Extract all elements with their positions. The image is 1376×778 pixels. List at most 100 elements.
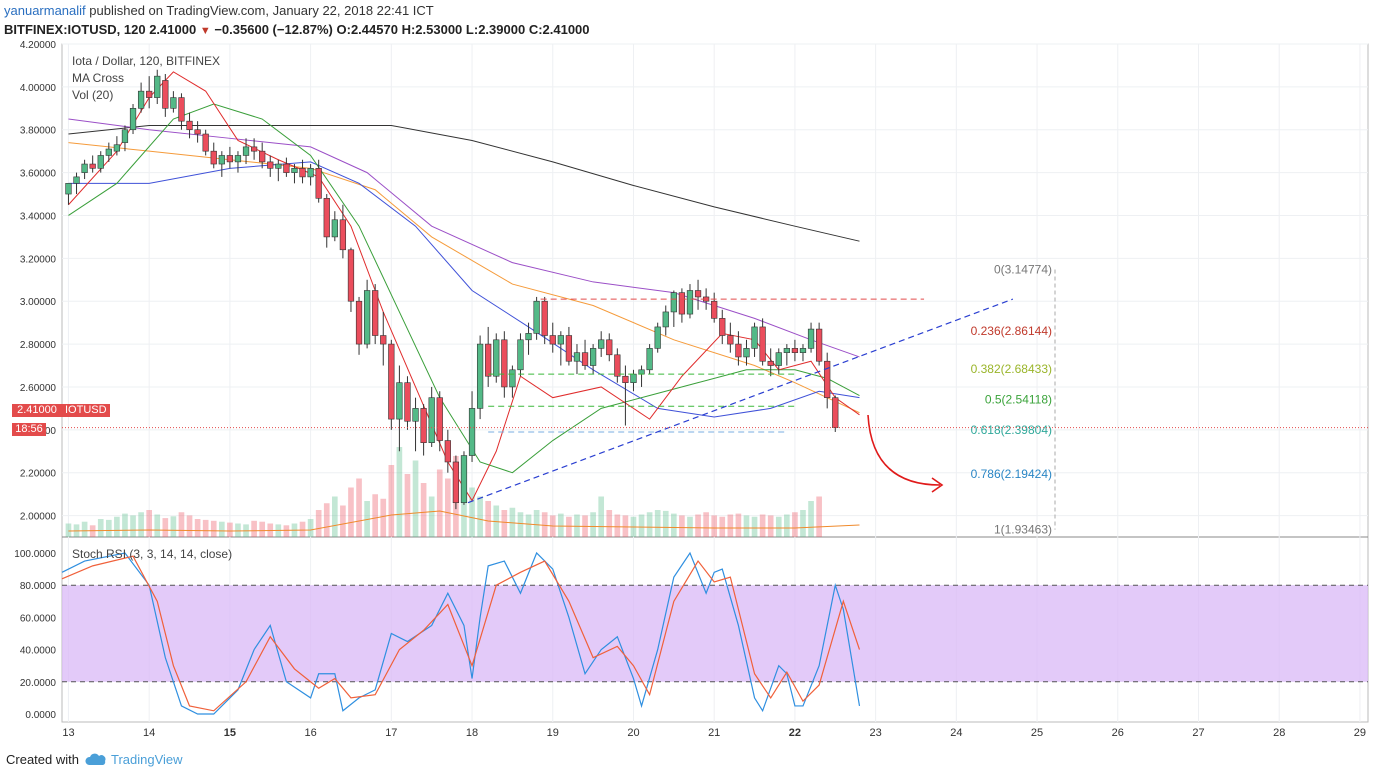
volume-bar xyxy=(461,474,467,537)
candle-body xyxy=(476,343,484,409)
chart-canvas[interactable]: 13 14 15 16 17 18 19 20 21 22 23 24 25 26 27 28 29 4.2000… xyxy=(0,0,1376,745)
candle-body xyxy=(485,343,492,377)
volume-bar xyxy=(404,474,411,537)
volume-bar xyxy=(380,498,387,537)
projection-arrow xyxy=(867,414,941,486)
candle-body xyxy=(428,397,435,443)
volume-bar xyxy=(210,520,217,537)
volume-bar xyxy=(162,518,169,537)
candle-body xyxy=(662,311,669,328)
candle-body xyxy=(444,440,451,463)
candle-body xyxy=(735,343,742,358)
price-tick-label: 4.20000 xyxy=(20,40,57,51)
legend-title: Iota / Dollar, 120, BITFINEX xyxy=(72,54,221,68)
trendline xyxy=(467,298,1014,504)
publish-info: published on TradingView.com, January 22… xyxy=(85,3,434,18)
candle-body xyxy=(218,155,225,165)
symbol-line: BITFINEX:IOTUSD, 120 2.41000 ▼ −0.35600 … xyxy=(4,22,590,37)
ma-green-line xyxy=(68,103,860,474)
volume-bar xyxy=(517,512,524,537)
price-change: −0.35600 (−12.87%) xyxy=(214,22,333,37)
candle-body xyxy=(275,163,282,169)
open-value: O:2.44570 xyxy=(336,22,398,37)
volume-bar xyxy=(759,514,766,537)
candle-body xyxy=(759,326,766,362)
candle-body xyxy=(186,120,193,131)
volume-bar xyxy=(170,516,177,537)
candle-body xyxy=(638,369,645,375)
fib-label: 0.618(2.39804) xyxy=(971,423,1052,437)
candle-body xyxy=(807,328,815,349)
candle-body xyxy=(646,348,653,371)
candle-body xyxy=(259,150,266,163)
ma-orange-line xyxy=(68,142,860,414)
candle-body xyxy=(412,408,419,422)
x-tick-label: 23 xyxy=(870,727,882,739)
legend-vol[interactable]: Vol (20) xyxy=(72,88,114,102)
stoch-legend[interactable]: Stoch RSI (3, 3, 14, 14, close) xyxy=(72,547,233,561)
volume-bar xyxy=(735,513,742,537)
volume-bar xyxy=(800,510,806,537)
volume-bar xyxy=(138,512,144,537)
fib-label: 0.382(2.68433) xyxy=(971,362,1052,376)
volume-bar xyxy=(202,519,209,537)
volume-bar xyxy=(622,515,629,537)
candle-body xyxy=(380,335,387,345)
volume-bar xyxy=(105,519,112,537)
volume-bar xyxy=(638,514,645,537)
volume-bar xyxy=(646,512,653,537)
volume-bar xyxy=(194,519,201,537)
candle-body xyxy=(121,129,129,143)
candle-body xyxy=(137,90,145,109)
volume-ma-line xyxy=(68,510,860,532)
volume-bar xyxy=(420,483,427,537)
chart-legend: Iota / Dollar, 120, BITFINEX MA Cross Vo… xyxy=(72,53,220,104)
candle-body xyxy=(283,163,290,173)
candle-body xyxy=(711,300,718,319)
legend-ma[interactable]: MA Cross xyxy=(72,71,125,85)
cloud-icon xyxy=(85,753,106,765)
volume-bar xyxy=(727,514,734,537)
volume-bar xyxy=(808,501,814,537)
volume-bar xyxy=(178,512,185,537)
volume-bar xyxy=(541,512,548,537)
fib-label: 0(3.14774) xyxy=(994,263,1052,277)
candle-body xyxy=(598,339,605,349)
volume-bar xyxy=(307,519,314,537)
volume-bar xyxy=(348,487,354,537)
candle-body xyxy=(824,360,831,398)
volume-bar xyxy=(695,514,701,537)
volume-bar xyxy=(711,515,718,537)
candle-body xyxy=(775,352,782,366)
candle-body xyxy=(581,352,589,366)
price-tick-label: 2.60000 xyxy=(20,383,57,394)
candle-body xyxy=(154,75,161,98)
candle-body xyxy=(347,249,355,302)
stoch-k-line xyxy=(61,551,861,715)
candle-body xyxy=(65,183,72,195)
volume-bar xyxy=(477,496,483,537)
candle-body xyxy=(799,348,807,353)
candle-body xyxy=(315,168,322,199)
last-price-tag: 2.41000 xyxy=(12,404,62,417)
candle-body xyxy=(113,144,121,152)
author-link[interactable]: yanuarmanalif xyxy=(4,3,86,18)
volume-bar xyxy=(501,510,508,537)
volume-bar xyxy=(97,519,104,537)
publish-line: yanuarmanalif published on TradingView.c… xyxy=(4,3,434,18)
fib-label: 0.5(2.54118) xyxy=(985,393,1052,407)
volume-bar xyxy=(775,516,782,537)
x-tick-label: 27 xyxy=(1192,727,1204,739)
candle-body xyxy=(452,461,460,504)
x-tick-label: 15 xyxy=(224,727,236,739)
volume-bar xyxy=(122,513,128,537)
candle-body xyxy=(751,326,758,349)
volume-bar xyxy=(251,520,257,537)
candle-body xyxy=(291,168,298,173)
volume-bar xyxy=(331,496,338,537)
volume-bar xyxy=(356,478,362,537)
x-tick-label: 18 xyxy=(466,727,478,739)
volume-bar xyxy=(436,469,443,537)
volume-bar xyxy=(662,510,669,537)
tradingview-logo[interactable]: TradingView xyxy=(85,752,183,767)
